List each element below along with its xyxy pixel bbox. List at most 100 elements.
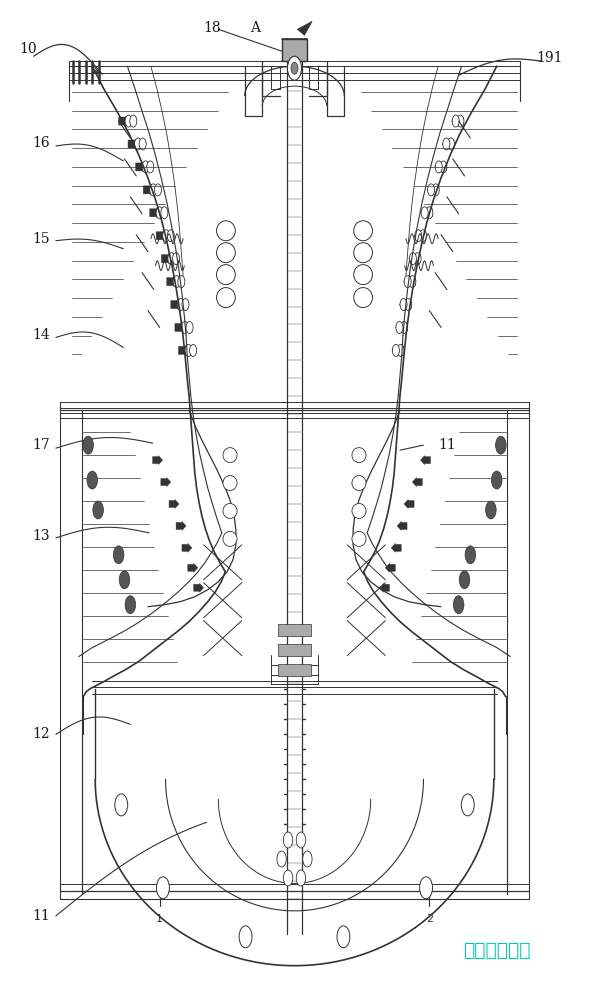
FancyArrow shape: [161, 478, 171, 487]
FancyArrow shape: [421, 208, 432, 218]
Circle shape: [93, 501, 104, 519]
FancyArrow shape: [171, 300, 183, 310]
FancyArrow shape: [399, 300, 411, 310]
Bar: [278, 664, 311, 676]
Circle shape: [415, 230, 422, 242]
Text: 12: 12: [32, 727, 50, 741]
Ellipse shape: [217, 265, 235, 285]
Text: 11: 11: [438, 438, 456, 452]
Circle shape: [426, 207, 433, 219]
FancyArrow shape: [153, 456, 163, 465]
FancyArrow shape: [452, 116, 464, 126]
Circle shape: [443, 138, 450, 150]
Circle shape: [401, 321, 408, 333]
Polygon shape: [297, 21, 312, 35]
Circle shape: [459, 571, 470, 589]
Circle shape: [83, 436, 94, 454]
Ellipse shape: [352, 476, 366, 491]
Circle shape: [485, 501, 496, 519]
Circle shape: [178, 276, 185, 288]
FancyArrow shape: [178, 345, 190, 355]
Ellipse shape: [352, 448, 366, 463]
FancyArrow shape: [176, 521, 186, 530]
Circle shape: [303, 851, 312, 867]
Circle shape: [139, 138, 146, 150]
Ellipse shape: [217, 243, 235, 263]
FancyArrow shape: [143, 185, 155, 195]
Ellipse shape: [223, 531, 237, 546]
Circle shape: [397, 344, 404, 356]
Text: 18: 18: [204, 21, 221, 35]
Ellipse shape: [223, 448, 237, 463]
Text: 191: 191: [536, 51, 562, 65]
FancyArrow shape: [397, 521, 407, 530]
Circle shape: [414, 253, 421, 265]
Ellipse shape: [352, 503, 366, 518]
Circle shape: [291, 62, 298, 74]
Circle shape: [167, 230, 174, 242]
FancyArrow shape: [392, 345, 403, 355]
Circle shape: [125, 115, 132, 127]
Text: 彩虹网址导航: 彩虹网址导航: [463, 941, 531, 960]
Circle shape: [181, 321, 188, 333]
Circle shape: [409, 253, 416, 265]
Circle shape: [461, 794, 474, 816]
FancyArrow shape: [395, 322, 407, 332]
Circle shape: [147, 161, 154, 173]
Circle shape: [186, 321, 193, 333]
Circle shape: [150, 184, 157, 196]
FancyArrow shape: [391, 543, 401, 552]
FancyArrow shape: [167, 277, 178, 287]
Circle shape: [87, 471, 98, 489]
Circle shape: [495, 436, 506, 454]
Ellipse shape: [217, 221, 235, 241]
FancyArrow shape: [150, 208, 161, 218]
Circle shape: [404, 276, 411, 288]
FancyArrow shape: [385, 563, 395, 572]
Circle shape: [283, 870, 293, 886]
FancyArrow shape: [404, 500, 414, 508]
Circle shape: [154, 184, 161, 196]
Circle shape: [421, 207, 428, 219]
Circle shape: [173, 253, 180, 265]
Circle shape: [156, 207, 163, 219]
Bar: [282, 39, 307, 61]
FancyArrow shape: [128, 139, 140, 149]
FancyArrow shape: [194, 583, 204, 592]
Circle shape: [440, 161, 447, 173]
Circle shape: [163, 230, 170, 242]
Circle shape: [177, 299, 184, 311]
Circle shape: [465, 546, 476, 564]
Circle shape: [130, 115, 137, 127]
FancyArrow shape: [188, 563, 198, 572]
Ellipse shape: [223, 476, 237, 491]
FancyArrow shape: [175, 322, 187, 332]
Text: 17: 17: [32, 438, 50, 452]
Text: 13: 13: [32, 529, 50, 543]
Circle shape: [157, 877, 170, 899]
Circle shape: [168, 253, 175, 265]
Circle shape: [182, 299, 189, 311]
Circle shape: [491, 471, 502, 489]
Circle shape: [115, 794, 128, 816]
Ellipse shape: [354, 221, 372, 241]
Circle shape: [287, 56, 302, 80]
Circle shape: [405, 299, 412, 311]
Circle shape: [435, 161, 442, 173]
FancyArrow shape: [442, 139, 454, 149]
Text: 15: 15: [32, 232, 50, 246]
Circle shape: [239, 926, 252, 948]
Circle shape: [125, 596, 135, 614]
Ellipse shape: [217, 288, 235, 308]
Circle shape: [161, 207, 168, 219]
Circle shape: [392, 344, 399, 356]
Circle shape: [113, 546, 124, 564]
Circle shape: [457, 115, 464, 127]
FancyArrow shape: [414, 231, 426, 241]
Ellipse shape: [223, 503, 237, 518]
Circle shape: [173, 276, 180, 288]
Circle shape: [400, 299, 407, 311]
FancyArrow shape: [169, 500, 179, 508]
Circle shape: [277, 851, 286, 867]
Circle shape: [409, 276, 416, 288]
